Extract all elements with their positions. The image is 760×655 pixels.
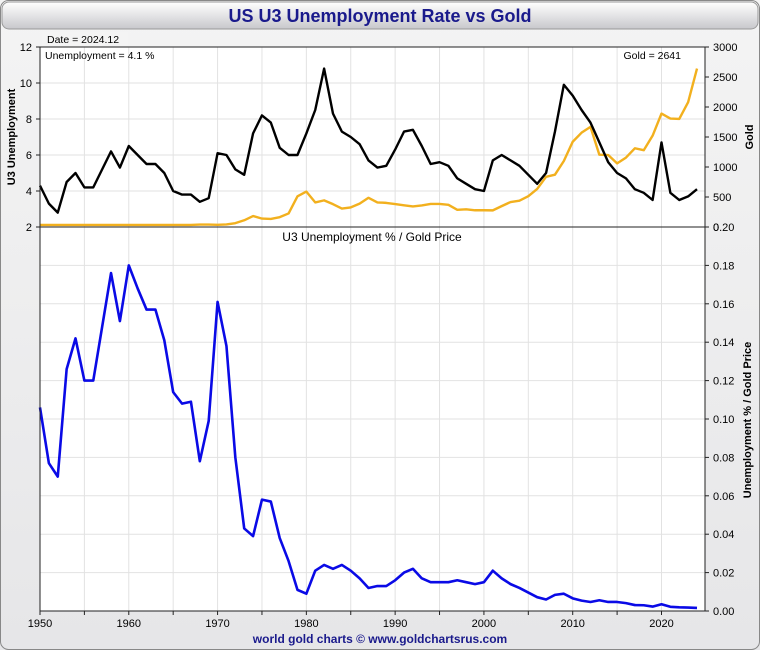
right-axis-title-ratio: Unemployment % / Gold Price [742, 342, 754, 498]
x-tick-label: 2020 [649, 618, 673, 630]
ratio-tick-label: 0.02 [713, 568, 734, 580]
top-left-axis: 2 4 6 8 10 12 [20, 42, 40, 234]
unemployment-annotation: Unemployment = 4.1 % [45, 50, 154, 62]
ratio-tick-label: 0.04 [713, 529, 734, 541]
bottom-right-axis: 0.00 0.02 0.04 0.06 0.08 0.10 0.12 0.14 0.16 0.18… [705, 222, 734, 618]
date-label-bg [42, 32, 128, 46]
ratio-tick-label: 0.12 [713, 376, 734, 388]
left-tick-label: 10 [20, 78, 32, 90]
date-label: Date = 2024.12 [47, 34, 119, 46]
title-bar [1, 1, 759, 30]
bottom-series-group [38, 264, 698, 610]
ratio-chart-title: U3 Unemployment % / Gold Price [282, 230, 462, 244]
x-tick-label: 1970 [205, 618, 229, 630]
ratio-tick-label: 0.16 [713, 299, 734, 311]
chart-title: US U3 Unemployment Rate vs Gold [228, 6, 531, 26]
gold-tick-label: 500 [713, 192, 731, 204]
gold-tick-label: 2000 [713, 102, 737, 114]
ratio-tick-label: 0.06 [713, 491, 734, 503]
gold-tick-label: 2500 [713, 72, 737, 84]
ratio-tick-label: 0.10 [713, 414, 734, 426]
left-axis-title: U3 Unemployment [6, 88, 18, 185]
ratio-tick-label: 0.14 [713, 337, 734, 349]
ratio-tick-label: 0.00 [713, 606, 734, 618]
top-series-group [38, 67, 699, 227]
unemployment-line [38, 67, 698, 214]
gold-tick-label: 1000 [713, 162, 737, 174]
gold-annotation: Gold = 2641 [623, 50, 681, 62]
left-tick-label: 4 [26, 186, 32, 198]
ratio-line [38, 264, 698, 610]
left-tick-label: 2 [26, 222, 32, 234]
top-right-axis: 0 500 1000 1500 2000 2500 3000 [705, 42, 737, 234]
x-axis: 1950 1960 1970 1980 1990 2000 2010 2020 [28, 611, 674, 630]
left-tick-label: 8 [26, 114, 32, 126]
ratio-tick-label: 0.20 [713, 222, 734, 234]
x-tick-label: 1980 [294, 618, 318, 630]
x-tick-label: 2010 [560, 618, 584, 630]
footer-credit: world gold charts © www.goldchartsrus.co… [252, 632, 507, 646]
ratio-tick-label: 0.08 [713, 452, 734, 464]
x-tick-label: 1990 [383, 618, 407, 630]
left-tick-label: 12 [20, 42, 32, 54]
right-axis-title-gold: Gold [744, 124, 756, 149]
gold-price-line [40, 68, 699, 227]
gold-tick-label: 0 [713, 222, 719, 234]
left-tick-label: 6 [26, 150, 32, 162]
x-tick-label: 2000 [472, 618, 496, 630]
gold-tick-label: 3000 [713, 42, 737, 54]
x-tick-label: 1960 [117, 618, 141, 630]
ratio-tick-label: 0.18 [713, 260, 734, 272]
gold-tick-label: 1500 [713, 132, 737, 144]
x-tick-label: 1950 [28, 618, 52, 630]
